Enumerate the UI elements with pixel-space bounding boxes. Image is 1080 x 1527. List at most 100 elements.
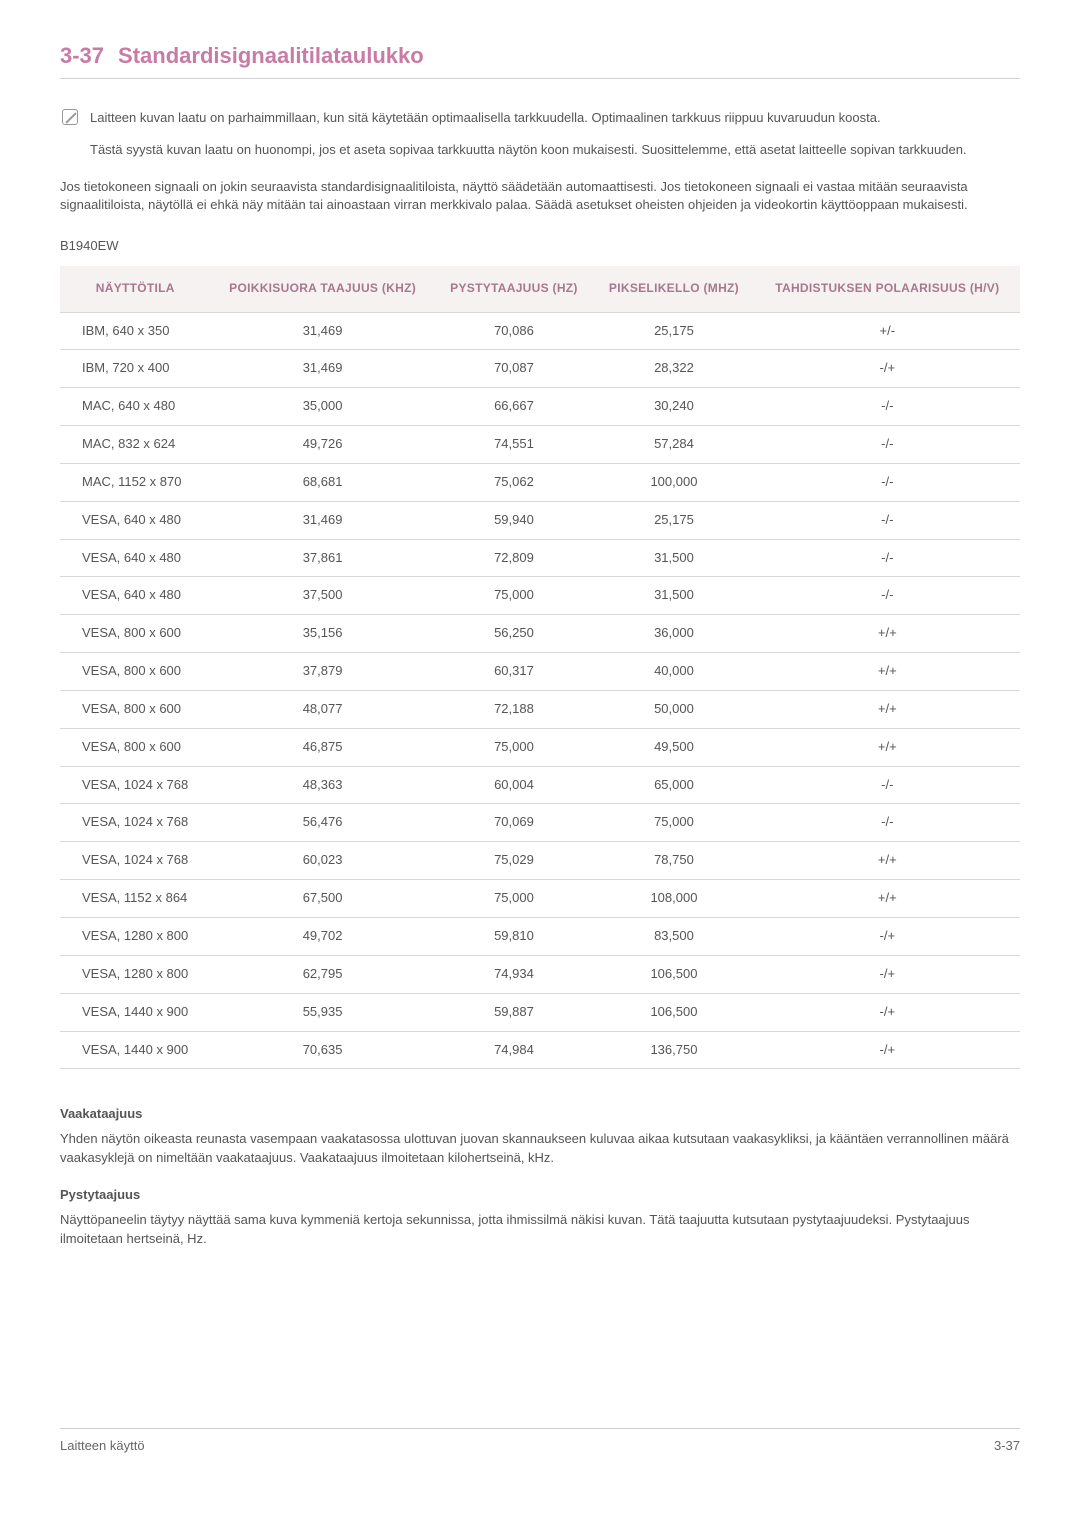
table-cell: 75,000	[593, 804, 754, 842]
table-row: VESA, 1024 x 76856,47670,06975,000-/-	[60, 804, 1020, 842]
table-cell: VESA, 800 x 600	[60, 728, 211, 766]
table-row: VESA, 640 x 48037,50075,00031,500-/-	[60, 577, 1020, 615]
page-title: 3-37 Standardisignaalitilataulukko	[60, 40, 1020, 72]
col-pixclock: PIKSELIKELLO (MHZ)	[593, 266, 754, 312]
table-cell: 78,750	[593, 842, 754, 880]
table-cell: 60,023	[211, 842, 435, 880]
table-row: VESA, 1440 x 90055,93559,887106,500-/+	[60, 993, 1020, 1031]
table-cell: -/-	[755, 804, 1020, 842]
signal-table: NÄYTTÖTILA POIKKISUORA TAAJUUS (KHZ) PYS…	[60, 266, 1020, 1069]
table-cell: 75,000	[435, 577, 594, 615]
table-row: VESA, 1152 x 86467,50075,000108,000+/+	[60, 880, 1020, 918]
table-cell: 31,500	[593, 577, 754, 615]
section-title: Standardisignaalitilataulukko	[118, 43, 424, 68]
table-cell: +/+	[755, 615, 1020, 653]
table-cell: 30,240	[593, 388, 754, 426]
table-cell: 68,681	[211, 463, 435, 501]
table-cell: -/+	[755, 918, 1020, 956]
table-cell: 48,363	[211, 766, 435, 804]
table-cell: 75,000	[435, 880, 594, 918]
table-cell: 74,934	[435, 955, 594, 993]
col-polarity: TAHDISTUKSEN POLAARISUUS (H/V)	[755, 266, 1020, 312]
table-cell: 37,500	[211, 577, 435, 615]
table-cell: VESA, 1024 x 768	[60, 842, 211, 880]
table-cell: VESA, 1280 x 800	[60, 918, 211, 956]
table-cell: 60,004	[435, 766, 594, 804]
def-title-2: Pystytaajuus	[60, 1186, 1020, 1205]
table-cell: 56,476	[211, 804, 435, 842]
table-cell: 37,879	[211, 653, 435, 691]
table-cell: 72,188	[435, 690, 594, 728]
table-cell: 62,795	[211, 955, 435, 993]
table-cell: MAC, 1152 x 870	[60, 463, 211, 501]
table-cell: +/+	[755, 653, 1020, 691]
table-row: MAC, 832 x 62449,72674,55157,284-/-	[60, 426, 1020, 464]
table-row: IBM, 640 x 35031,46970,08625,175+/-	[60, 312, 1020, 350]
table-cell: +/+	[755, 728, 1020, 766]
table-cell: 49,500	[593, 728, 754, 766]
table-cell: 36,000	[593, 615, 754, 653]
table-cell: 74,551	[435, 426, 594, 464]
table-cell: 59,810	[435, 918, 594, 956]
table-row: VESA, 1024 x 76848,36360,00465,000-/-	[60, 766, 1020, 804]
table-cell: -/+	[755, 350, 1020, 388]
table-row: VESA, 800 x 60037,87960,31740,000+/+	[60, 653, 1020, 691]
table-cell: 37,861	[211, 539, 435, 577]
note-text-1: Laitteen kuvan laatu on parhaimmillaan, …	[90, 109, 1020, 128]
section-heading: 3-37 Standardisignaalitilataulukko	[60, 40, 1020, 79]
table-row: VESA, 1024 x 76860,02375,02978,750+/+	[60, 842, 1020, 880]
table-cell: 25,175	[593, 501, 754, 539]
footer-right: 3-37	[994, 1437, 1020, 1456]
def-body-1: Yhden näytön oikeasta reunasta vasempaan…	[60, 1130, 1020, 1168]
table-cell: MAC, 640 x 480	[60, 388, 211, 426]
table-cell: 136,750	[593, 1031, 754, 1069]
table-row: VESA, 1280 x 80049,70259,81083,500-/+	[60, 918, 1020, 956]
table-cell: 31,469	[211, 350, 435, 388]
table-row: MAC, 640 x 48035,00066,66730,240-/-	[60, 388, 1020, 426]
table-cell: 31,500	[593, 539, 754, 577]
table-cell: +/+	[755, 842, 1020, 880]
table-cell: 35,000	[211, 388, 435, 426]
table-row: VESA, 800 x 60046,87575,00049,500+/+	[60, 728, 1020, 766]
model-label: B1940EW	[60, 237, 1020, 256]
table-cell: +/+	[755, 880, 1020, 918]
table-cell: VESA, 800 x 600	[60, 615, 211, 653]
table-cell: 83,500	[593, 918, 754, 956]
table-cell: 66,667	[435, 388, 594, 426]
def-body-2: Näyttöpaneelin täytyy näyttää sama kuva …	[60, 1211, 1020, 1249]
def-title-1: Vaakataajuus	[60, 1105, 1020, 1124]
table-cell: VESA, 1440 x 900	[60, 1031, 211, 1069]
table-cell: 70,635	[211, 1031, 435, 1069]
table-row: VESA, 640 x 48031,46959,94025,175-/-	[60, 501, 1020, 539]
table-cell: 40,000	[593, 653, 754, 691]
table-cell: -/-	[755, 539, 1020, 577]
table-cell: 55,935	[211, 993, 435, 1031]
table-header-row: NÄYTTÖTILA POIKKISUORA TAAJUUS (KHZ) PYS…	[60, 266, 1020, 312]
table-cell: MAC, 832 x 624	[60, 426, 211, 464]
table-cell: 108,000	[593, 880, 754, 918]
table-cell: +/+	[755, 690, 1020, 728]
section-number: 3-37	[60, 43, 104, 68]
table-cell: -/-	[755, 577, 1020, 615]
table-cell: 75,062	[435, 463, 594, 501]
table-row: MAC, 1152 x 87068,68175,062100,000-/-	[60, 463, 1020, 501]
table-cell: VESA, 640 x 480	[60, 577, 211, 615]
table-row: VESA, 1280 x 80062,79574,934106,500-/+	[60, 955, 1020, 993]
table-cell: 50,000	[593, 690, 754, 728]
table-cell: -/+	[755, 955, 1020, 993]
note-icon	[62, 109, 78, 125]
table-cell: 72,809	[435, 539, 594, 577]
table-cell: 57,284	[593, 426, 754, 464]
table-cell: VESA, 800 x 600	[60, 690, 211, 728]
table-cell: 60,317	[435, 653, 594, 691]
table-cell: VESA, 1024 x 768	[60, 804, 211, 842]
table-cell: 31,469	[211, 312, 435, 350]
table-cell: 75,000	[435, 728, 594, 766]
table-cell: VESA, 640 x 480	[60, 501, 211, 539]
table-cell: 56,250	[435, 615, 594, 653]
table-cell: 48,077	[211, 690, 435, 728]
intro-paragraph: Jos tietokoneen signaali on jokin seuraa…	[60, 178, 1020, 216]
table-cell: 106,500	[593, 955, 754, 993]
col-mode: NÄYTTÖTILA	[60, 266, 211, 312]
col-vfreq: PYSTYTAAJUUS (HZ)	[435, 266, 594, 312]
